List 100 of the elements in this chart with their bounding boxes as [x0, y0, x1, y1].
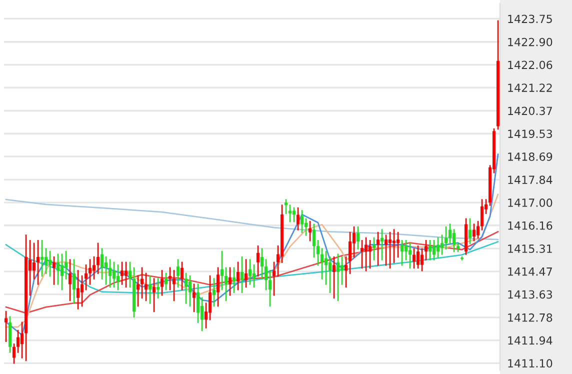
candlestick: [380, 229, 384, 260]
candlestick: [368, 240, 372, 268]
candlestick: [476, 220, 480, 239]
candlestick: [260, 248, 264, 280]
candlestick: [84, 264, 88, 290]
candlestick: [80, 275, 84, 307]
candlestick: [108, 259, 112, 288]
candlestick: [292, 207, 296, 222]
candlestick: [44, 248, 48, 274]
candlestick: [52, 256, 56, 285]
candlestick: [364, 237, 368, 272]
candlestick: [332, 256, 336, 298]
candlestick: [264, 259, 268, 290]
candlestick: [400, 240, 404, 266]
candlestick: [416, 245, 420, 268]
candlestick: [124, 262, 128, 288]
candlestick: [328, 256, 332, 294]
candlestick: [288, 204, 292, 222]
y-tick-label: 1415.31: [508, 244, 552, 253]
candlestick: [240, 256, 244, 294]
candlestick: [20, 322, 24, 358]
candlestick: [336, 254, 340, 302]
candlestick: [100, 248, 104, 280]
candlestick: [340, 256, 344, 285]
candlestick: [388, 232, 392, 268]
candlestick: [120, 262, 124, 285]
candlestick: [440, 234, 444, 255]
candlestick: [196, 284, 200, 323]
candlestick: [412, 248, 416, 268]
candlestick: [468, 218, 472, 244]
candlestick: [64, 250, 68, 280]
candlestick: [360, 240, 364, 268]
candlestick: [356, 226, 360, 250]
candlestick: [232, 267, 236, 294]
y-tick-label: 1417.00: [508, 198, 552, 207]
candlestick: [216, 267, 220, 307]
candlestick: [224, 267, 228, 302]
candlestick: [60, 254, 64, 290]
y-tick-label: 1417.84: [508, 176, 552, 184]
candlestick: [140, 267, 144, 298]
candlestick: [244, 259, 248, 288]
candlestick: [12, 343, 16, 364]
candlestick: [404, 240, 408, 260]
y-tick-label: 1419.53: [508, 130, 552, 138]
candlestick: [40, 240, 44, 277]
candlestick: [344, 256, 348, 288]
candlestick: [436, 237, 440, 258]
candlestick: [256, 245, 260, 277]
y-tick-label: 1422.06: [508, 60, 552, 70]
candlestick: [76, 270, 80, 310]
candlestick: [308, 220, 312, 242]
candlestick: [168, 267, 172, 290]
candlestick: [252, 264, 256, 288]
candlestick: [480, 199, 484, 230]
candlestick: [164, 272, 168, 290]
y-tick-label: 1411.10: [508, 359, 552, 368]
candlestick: [112, 262, 116, 288]
candlestick: [444, 226, 448, 250]
candlestick: [312, 224, 316, 258]
candlestick: [324, 250, 328, 285]
candlestick: [172, 270, 176, 302]
candlestick: [56, 254, 60, 285]
candlestick: [296, 207, 300, 230]
candlestick: [192, 284, 196, 312]
y-tick-label: 1418.69: [508, 152, 552, 161]
y-tick-label: 1412.78: [508, 313, 552, 322]
candlestick: [88, 259, 92, 285]
candlestick: [160, 270, 164, 296]
candlestick: [148, 275, 152, 304]
candlestick: [392, 229, 396, 264]
candlestick: [316, 240, 320, 266]
candlestick: [372, 237, 376, 260]
y-tick-label: 1421.22: [508, 84, 552, 92]
line-series: [5, 230, 499, 314]
candlestick: [428, 240, 432, 260]
candlestick: [176, 259, 180, 288]
candlestick: [36, 240, 40, 285]
candlestick: [284, 199, 288, 214]
candlestick: [384, 234, 388, 266]
candlestick: [304, 218, 308, 236]
candlestick: [72, 259, 76, 304]
candlestick: [396, 232, 400, 258]
candlestick: [188, 275, 192, 307]
candlestick: [136, 275, 140, 307]
candlestick: [220, 250, 224, 290]
line-series: [5, 194, 499, 328]
candlestick: [156, 278, 160, 298]
candlestick: [4, 310, 8, 342]
candlestick: [16, 330, 20, 353]
y-tick-label: 1416.16: [508, 221, 552, 230]
candlestick: [92, 256, 96, 280]
candlestick: [152, 278, 156, 312]
candlestick: [432, 240, 436, 260]
candlestick: [144, 272, 148, 302]
candlestick: [472, 224, 476, 242]
candlestick: [408, 242, 412, 268]
candlestick: [180, 262, 184, 290]
candlestick: [452, 229, 456, 252]
y-tick-label: 1420.37: [508, 106, 552, 116]
candlestick: [272, 262, 276, 296]
